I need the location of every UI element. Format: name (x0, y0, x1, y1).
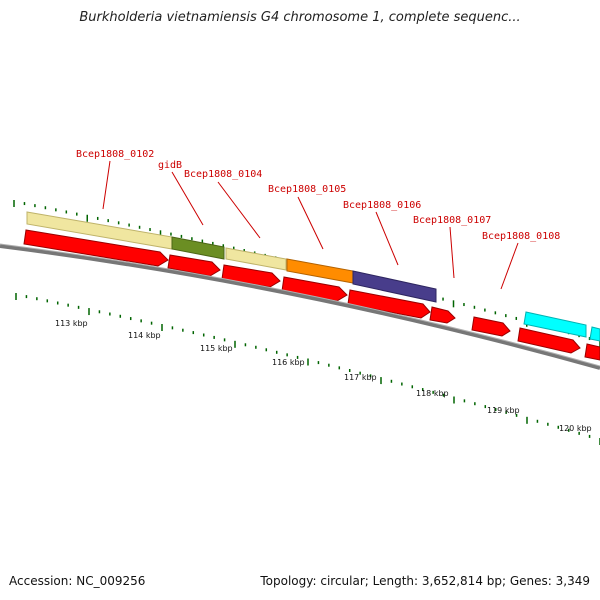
cds-arrow[interactable] (517, 327, 581, 354)
label-leaders (102, 160, 519, 290)
chromosome-backbone (0, 244, 600, 370)
cds-track (23, 229, 600, 361)
cds-arrow[interactable] (347, 289, 431, 319)
gene-bar-cyan-2[interactable] (589, 326, 600, 342)
tick-label: 115 kbp (200, 344, 233, 353)
gene-label[interactable]: Bcep1808_0102 (76, 149, 154, 160)
map-title: Burkholderia vietnamiensis G4 chromosome… (79, 10, 521, 25)
cds-arrow[interactable] (221, 264, 281, 288)
tick-label: 119 kbp (487, 406, 520, 415)
cds-arrow[interactable] (471, 316, 511, 337)
gene-bar-cyan-1[interactable] (523, 311, 587, 338)
gene-bar-gidb[interactable] (171, 236, 225, 260)
tick-label: 117 kbp (344, 373, 377, 382)
accession-text: Accession: NC_009256 (9, 574, 146, 588)
cds-arrow[interactable] (167, 254, 221, 277)
gene-label[interactable]: Bcep1808_0105 (268, 184, 346, 195)
lower-scale-ticks (15, 293, 600, 445)
tick-label: 113 kbp (55, 319, 88, 328)
gene-label[interactable]: Bcep1808_0108 (482, 231, 560, 242)
gene-bar-0106[interactable] (352, 270, 437, 303)
gene-label[interactable]: Bcep1808_0106 (343, 200, 421, 211)
tick-label: 120 kbp (559, 424, 592, 433)
cds-arrow[interactable] (23, 229, 169, 267)
tick-label: 114 kbp (128, 331, 161, 340)
gene-label[interactable]: Bcep1808_0107 (413, 215, 491, 226)
tick-label: 116 kbp (272, 358, 305, 367)
summary-text: Topology: circular; Length: 3,652,814 bp… (260, 574, 590, 588)
tick-label: 118 kbp (416, 389, 449, 398)
gene-label[interactable]: Bcep1808_0104 (184, 169, 262, 180)
tick-labels: 113 kbp 114 kbp 115 kbp 116 kbp 117 kbp … (55, 319, 592, 433)
gene-labels: Bcep1808_0102 gidB Bcep1808_0104 Bcep180… (76, 149, 560, 242)
cds-arrow[interactable] (584, 343, 600, 361)
cds-arrow[interactable] (429, 306, 456, 324)
gene-track (26, 211, 600, 342)
cds-arrow[interactable] (281, 276, 348, 302)
gene-bar-0104[interactable] (225, 247, 287, 271)
gene-label[interactable]: gidB (158, 160, 182, 171)
